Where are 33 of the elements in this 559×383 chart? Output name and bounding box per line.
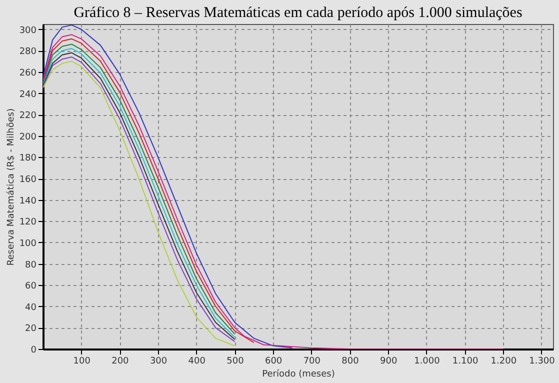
x-tick-label: 800 xyxy=(342,356,360,366)
x-tick-label: 300 xyxy=(150,356,168,366)
x-tick-label: 1.100 xyxy=(452,356,478,366)
y-tick-label: 140 xyxy=(19,196,37,206)
x-axis-title: Período (meses) xyxy=(262,368,335,380)
x-tick-label: 500 xyxy=(226,356,244,366)
x-tick-label: 600 xyxy=(264,356,282,366)
y-tick-label: 300 xyxy=(19,26,37,36)
y-tick-label: 220 xyxy=(19,111,37,122)
x-tick-label: 100 xyxy=(73,356,91,366)
y-axis-title: Reserva Matemática (R$ - Milhões) xyxy=(5,108,16,266)
y-tick-label: 260 xyxy=(19,68,37,78)
y-tick-label: 0 xyxy=(30,346,37,356)
y-tick-label: 20 xyxy=(25,324,37,334)
y-tick-label: 40 xyxy=(25,302,37,313)
x-tick-label: 400 xyxy=(188,356,206,366)
x-tick-label: 1.000 xyxy=(414,356,440,366)
y-tick-label: 180 xyxy=(19,154,37,164)
x-tick-label: 1.200 xyxy=(490,356,517,366)
y-tick-label: 120 xyxy=(19,218,37,228)
y-tick-label: 240 xyxy=(19,90,37,100)
y-tick-label: 280 xyxy=(19,47,37,58)
x-tick-label: 1.300 xyxy=(529,356,556,366)
x-tick-label: 200 xyxy=(112,356,130,366)
chart-title: Gráfico 8 – Reservas Matemáticas em cada período após 1.000 simulações xyxy=(74,5,522,21)
line-series xyxy=(43,34,504,349)
y-tick-label: 80 xyxy=(25,260,37,270)
y-tick-label: 100 xyxy=(19,238,37,249)
y-tick-label: 60 xyxy=(25,282,37,292)
x-tick-label: 700 xyxy=(303,356,321,366)
y-tick-label: 160 xyxy=(19,175,37,186)
y-tick-label: 200 xyxy=(19,132,37,142)
x-tick-label: 900 xyxy=(380,356,398,366)
